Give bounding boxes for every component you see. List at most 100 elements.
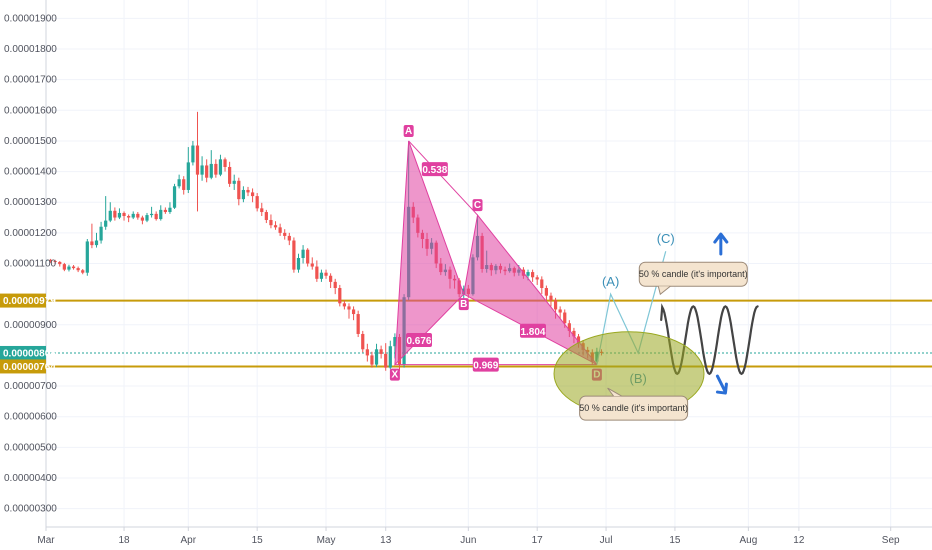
ratio-tag: 0.676 bbox=[406, 336, 431, 347]
candle-body bbox=[264, 212, 268, 220]
candle-body bbox=[94, 240, 99, 246]
candle-body bbox=[122, 212, 126, 217]
candle-body bbox=[62, 264, 66, 270]
candle-body bbox=[108, 210, 112, 221]
candle-body bbox=[338, 288, 342, 304]
candle-body bbox=[140, 217, 145, 221]
candle-body bbox=[287, 235, 291, 241]
price-tick-label: 0.00001400 bbox=[4, 167, 57, 178]
callout-text: 50 % candle (it's important) bbox=[579, 403, 688, 413]
time-tick-label: 12 bbox=[793, 535, 805, 546]
callout-box bbox=[579, 395, 689, 421]
pattern-point-label: A bbox=[405, 126, 412, 137]
price-tick-label: 0.00001900 bbox=[4, 13, 57, 24]
candle-body bbox=[329, 275, 333, 282]
time-tick-label: Sep bbox=[882, 535, 900, 546]
candle-body bbox=[99, 226, 103, 241]
candle-body bbox=[85, 241, 89, 273]
ratio-tag-bg bbox=[472, 357, 499, 372]
candle-body bbox=[356, 314, 360, 334]
candle-body bbox=[218, 159, 223, 175]
candle-body bbox=[205, 165, 209, 178]
arrow-down-icon bbox=[715, 374, 728, 395]
candle-body bbox=[53, 261, 57, 263]
pattern-line-ac bbox=[408, 140, 478, 216]
price-tick-label: 0.00001600 bbox=[4, 105, 57, 116]
candle-body bbox=[241, 189, 246, 200]
candle-body bbox=[572, 330, 576, 337]
price-tick-label: 0.00000900 bbox=[4, 320, 57, 331]
price-tag-bg bbox=[0, 293, 46, 308]
candle-body bbox=[388, 346, 392, 368]
time-axis[interactable]: Mar 18 Apr 15 May 13 Jun 17 Jul 15 Aug 12 Sep bbox=[0, 526, 932, 550]
candle-body bbox=[159, 209, 163, 220]
candle-body bbox=[310, 263, 314, 267]
price-tick-label: 0.00001100 bbox=[4, 259, 57, 270]
candle-body bbox=[563, 312, 567, 324]
price-axis[interactable]: 0.00001900 0.00001800 0.00001700 0.00001600… bbox=[0, 0, 57, 527]
price-tick-label: 0.00001500 bbox=[4, 136, 57, 147]
candle-body bbox=[535, 277, 539, 280]
pattern-triangle-xab bbox=[394, 140, 465, 366]
time-tick-label: Jul bbox=[600, 535, 613, 546]
arrow-up-icon bbox=[713, 232, 729, 256]
wave-projection-line bbox=[596, 251, 667, 365]
candle-body bbox=[117, 212, 122, 218]
candle-body bbox=[232, 180, 236, 184]
candle-body bbox=[172, 186, 177, 208]
price-tick-label: 0.00000300 bbox=[4, 504, 57, 515]
candle-body bbox=[186, 162, 190, 190]
price-tick-label: 0.00001800 bbox=[4, 44, 57, 55]
candle-body bbox=[296, 257, 301, 270]
candle-body bbox=[540, 279, 544, 289]
candle-body bbox=[90, 241, 94, 246]
time-tick-label: 18 bbox=[118, 535, 130, 546]
candle-body bbox=[214, 163, 218, 175]
candle-body bbox=[278, 227, 282, 233]
time-tick-label: 13 bbox=[380, 535, 392, 546]
candle-body bbox=[273, 225, 278, 228]
candle-body bbox=[306, 249, 310, 264]
candle-body bbox=[531, 272, 535, 278]
candle-body bbox=[136, 213, 140, 218]
ratio-tag-bg bbox=[421, 162, 448, 177]
pattern-point-label: B bbox=[460, 299, 467, 310]
candle-body bbox=[567, 323, 571, 331]
time-tick-label: Apr bbox=[181, 535, 197, 546]
candle-body bbox=[576, 336, 581, 344]
price-tick-label: 0.00000600 bbox=[4, 412, 57, 423]
time-tick-label: May bbox=[317, 535, 336, 546]
candle-body bbox=[374, 349, 379, 365]
price-tag-label: 0.00000979 bbox=[3, 296, 56, 307]
candle-body bbox=[342, 303, 347, 307]
candle-body bbox=[76, 268, 80, 271]
candle-body bbox=[131, 213, 135, 218]
candle-body bbox=[250, 192, 255, 197]
candle-body bbox=[269, 219, 273, 226]
candle-body bbox=[379, 349, 383, 354]
candle-body bbox=[67, 266, 71, 270]
candle-body bbox=[195, 145, 200, 175]
candle-body bbox=[237, 180, 241, 200]
candle-body bbox=[71, 266, 76, 269]
time-tick-label: 15 bbox=[669, 535, 681, 546]
pattern-point-label: C bbox=[474, 200, 481, 211]
candle-body bbox=[48, 259, 53, 262]
candle-body bbox=[361, 333, 365, 350]
price-tag-label: 0.00000764 bbox=[3, 362, 56, 373]
callout-tail bbox=[657, 285, 671, 296]
price-tag-bg bbox=[0, 345, 46, 360]
candle-body bbox=[154, 213, 158, 220]
time-tick-label: Mar bbox=[37, 535, 55, 546]
candle-body bbox=[384, 353, 388, 368]
candle-body bbox=[260, 208, 264, 213]
candle-body bbox=[58, 261, 62, 265]
candle-body bbox=[223, 159, 227, 167]
time-tick-label: 17 bbox=[532, 535, 544, 546]
candle-body bbox=[553, 300, 558, 310]
annotations: 50 % candle (it's important) 50 % candle … bbox=[553, 232, 748, 421]
candle-body bbox=[393, 337, 397, 347]
candle-body bbox=[209, 163, 213, 178]
